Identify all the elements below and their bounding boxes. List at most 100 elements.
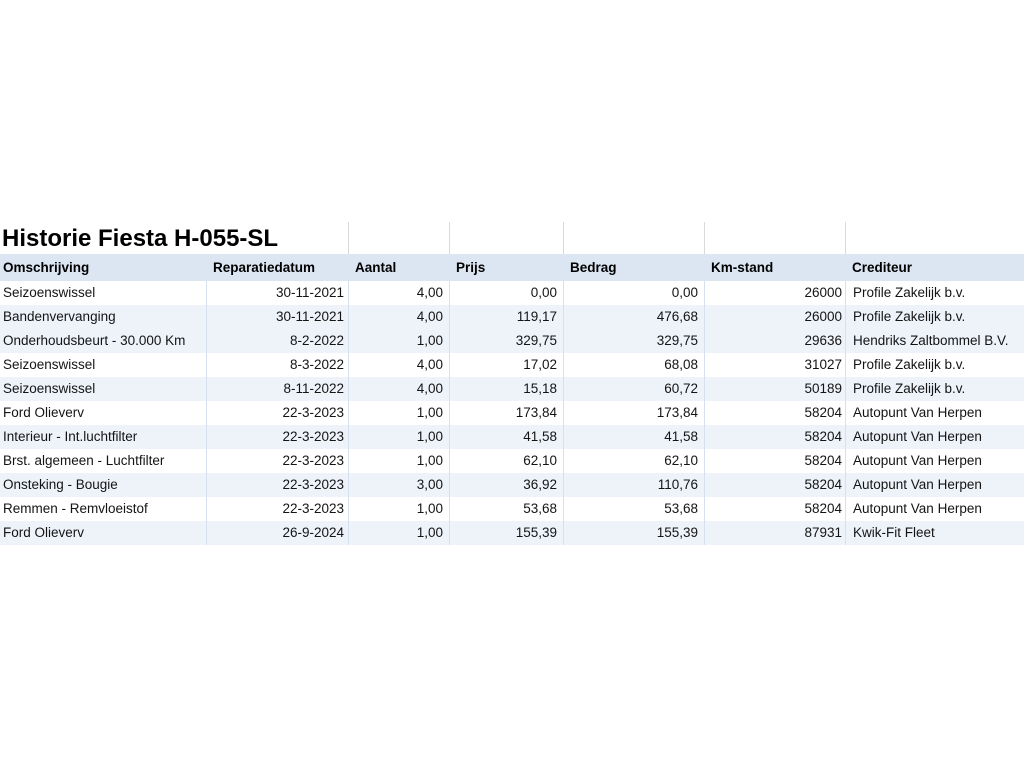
cell-prijs[interactable]: 41,58 xyxy=(449,425,563,449)
cell-reparatiedatum[interactable]: 26-9-2024 xyxy=(206,521,348,545)
cell-prijs[interactable]: 17,02 xyxy=(449,353,563,377)
cell-km-stand[interactable]: 87931 xyxy=(704,521,845,545)
cell-aantal[interactable]: 4,00 xyxy=(348,377,449,401)
header-bedrag[interactable]: Bedrag xyxy=(570,260,617,275)
cell-km-stand[interactable]: 58204 xyxy=(704,497,845,521)
cell-crediteur[interactable]: Autopunt Van Herpen xyxy=(845,473,1024,497)
cell-crediteur[interactable]: Autopunt Van Herpen xyxy=(845,401,1024,425)
cell-omschrijving[interactable]: Onsteking - Bougie xyxy=(3,477,118,492)
cell-km-stand[interactable]: 26000 xyxy=(704,305,845,329)
table-row: Remmen - Remvloeistof 22-3-2023 1,00 53,… xyxy=(0,497,1024,521)
cell-km-stand[interactable]: 58204 xyxy=(704,401,845,425)
cell-omschrijving[interactable]: Seizoenswissel xyxy=(3,381,96,396)
cell-aantal[interactable]: 1,00 xyxy=(348,521,449,545)
cell-omschrijving[interactable]: Bandenvervanging xyxy=(3,309,116,324)
header-prijs[interactable]: Prijs xyxy=(456,260,486,275)
cell-crediteur[interactable]: Autopunt Van Herpen xyxy=(845,497,1024,521)
cell-aantal[interactable]: 4,00 xyxy=(348,281,449,305)
cell-reparatiedatum[interactable]: 8-11-2022 xyxy=(206,377,348,401)
table-row: Ford Olieverv 22-3-2023 1,00 173,84 173,… xyxy=(0,401,1024,425)
cell-reparatiedatum[interactable]: 22-3-2023 xyxy=(206,473,348,497)
cell-bedrag[interactable]: 0,00 xyxy=(563,281,704,305)
cell-prijs[interactable]: 155,39 xyxy=(449,521,563,545)
table-body: Seizoenswissel 30-11-2021 4,00 0,00 0,00… xyxy=(0,281,1024,545)
table-row: Onderhoudsbeurt - 30.000 Km 8-2-2022 1,0… xyxy=(0,329,1024,353)
cell-bedrag[interactable]: 41,58 xyxy=(563,425,704,449)
cell-aantal[interactable]: 1,00 xyxy=(348,497,449,521)
cell-omschrijving[interactable]: Seizoenswissel xyxy=(3,285,96,300)
cell-crediteur[interactable]: Hendriks Zaltbommel B.V. xyxy=(845,329,1024,353)
cell-km-stand[interactable]: 58204 xyxy=(704,449,845,473)
cell-reparatiedatum[interactable]: 8-2-2022 xyxy=(206,329,348,353)
table-row: Bandenvervanging 30-11-2021 4,00 119,17 … xyxy=(0,305,1024,329)
cell-bedrag[interactable]: 53,68 xyxy=(563,497,704,521)
cell-bedrag[interactable]: 476,68 xyxy=(563,305,704,329)
cell-prijs[interactable]: 173,84 xyxy=(449,401,563,425)
cell-crediteur[interactable]: Autopunt Van Herpen xyxy=(845,425,1024,449)
cell-crediteur[interactable]: Autopunt Van Herpen xyxy=(845,449,1024,473)
cell-prijs[interactable]: 62,10 xyxy=(449,449,563,473)
cell-prijs[interactable]: 119,17 xyxy=(449,305,563,329)
column-gridline xyxy=(845,222,846,254)
cell-bedrag[interactable]: 110,76 xyxy=(563,473,704,497)
header-omschrijving[interactable]: Omschrijving xyxy=(3,260,90,275)
column-gridline xyxy=(348,222,349,254)
cell-bedrag[interactable]: 155,39 xyxy=(563,521,704,545)
cell-bedrag[interactable]: 62,10 xyxy=(563,449,704,473)
cell-aantal[interactable]: 4,00 xyxy=(348,305,449,329)
cell-omschrijving[interactable]: Ford Olieverv xyxy=(3,405,85,420)
page-title[interactable]: Historie Fiesta H-055-SL xyxy=(2,225,279,252)
cell-aantal[interactable]: 4,00 xyxy=(348,353,449,377)
cell-crediteur[interactable]: Profile Zakelijk b.v. xyxy=(845,353,1024,377)
cell-reparatiedatum[interactable]: 22-3-2023 xyxy=(206,497,348,521)
header-aantal[interactable]: Aantal xyxy=(355,260,397,275)
table-row: Seizoenswissel 8-3-2022 4,00 17,02 68,08… xyxy=(0,353,1024,377)
cell-reparatiedatum[interactable]: 22-3-2023 xyxy=(206,401,348,425)
cell-prijs[interactable]: 53,68 xyxy=(449,497,563,521)
cell-crediteur[interactable]: Profile Zakelijk b.v. xyxy=(845,305,1024,329)
table-row: Seizoenswissel 30-11-2021 4,00 0,00 0,00… xyxy=(0,281,1024,305)
cell-prijs[interactable]: 0,00 xyxy=(449,281,563,305)
cell-km-stand[interactable]: 26000 xyxy=(704,281,845,305)
table-row: Ford Olieverv 26-9-2024 1,00 155,39 155,… xyxy=(0,521,1024,545)
cell-aantal[interactable]: 1,00 xyxy=(348,449,449,473)
cell-crediteur[interactable]: Kwik-Fit Fleet xyxy=(845,521,1024,545)
header-reparatiedatum[interactable]: Reparatiedatum xyxy=(213,260,316,275)
cell-reparatiedatum[interactable]: 30-11-2021 xyxy=(206,281,348,305)
cell-km-stand[interactable]: 58204 xyxy=(704,425,845,449)
cell-omschrijving[interactable]: Interieur - Int.luchtfilter xyxy=(3,429,138,444)
cell-omschrijving[interactable]: Seizoenswissel xyxy=(3,357,96,372)
cell-bedrag[interactable]: 68,08 xyxy=(563,353,704,377)
cell-omschrijving[interactable]: Ford Olieverv xyxy=(3,525,85,540)
cell-omschrijving[interactable]: Onderhoudsbeurt - 30.000 Km xyxy=(3,333,186,348)
table-row: Brst. algemeen - Luchtfilter 22-3-2023 1… xyxy=(0,449,1024,473)
cell-aantal[interactable]: 1,00 xyxy=(348,401,449,425)
cell-crediteur[interactable]: Profile Zakelijk b.v. xyxy=(845,281,1024,305)
cell-crediteur[interactable]: Profile Zakelijk b.v. xyxy=(845,377,1024,401)
column-gridline xyxy=(563,222,564,254)
cell-reparatiedatum[interactable]: 22-3-2023 xyxy=(206,449,348,473)
cell-bedrag[interactable]: 329,75 xyxy=(563,329,704,353)
cell-km-stand[interactable]: 29636 xyxy=(704,329,845,353)
cell-km-stand[interactable]: 31027 xyxy=(704,353,845,377)
cell-reparatiedatum[interactable]: 22-3-2023 xyxy=(206,425,348,449)
cell-bedrag[interactable]: 173,84 xyxy=(563,401,704,425)
cell-bedrag[interactable]: 60,72 xyxy=(563,377,704,401)
cell-aantal[interactable]: 1,00 xyxy=(348,329,449,353)
table-header-row: Omschrijving Reparatiedatum Aantal Prijs… xyxy=(0,254,1024,281)
cell-aantal[interactable]: 1,00 xyxy=(348,425,449,449)
header-crediteur[interactable]: Crediteur xyxy=(852,260,913,275)
header-km-stand[interactable]: Km-stand xyxy=(711,260,774,275)
cell-prijs[interactable]: 329,75 xyxy=(449,329,563,353)
cell-reparatiedatum[interactable]: 30-11-2021 xyxy=(206,305,348,329)
cell-reparatiedatum[interactable]: 8-3-2022 xyxy=(206,353,348,377)
cell-km-stand[interactable]: 50189 xyxy=(704,377,845,401)
cell-aantal[interactable]: 3,00 xyxy=(348,473,449,497)
table-row: Interieur - Int.luchtfilter 22-3-2023 1,… xyxy=(0,425,1024,449)
cell-prijs[interactable]: 15,18 xyxy=(449,377,563,401)
cell-km-stand[interactable]: 58204 xyxy=(704,473,845,497)
cell-omschrijving[interactable]: Remmen - Remvloeistof xyxy=(3,501,148,516)
cell-omschrijving[interactable]: Brst. algemeen - Luchtfilter xyxy=(3,453,165,468)
cell-prijs[interactable]: 36,92 xyxy=(449,473,563,497)
